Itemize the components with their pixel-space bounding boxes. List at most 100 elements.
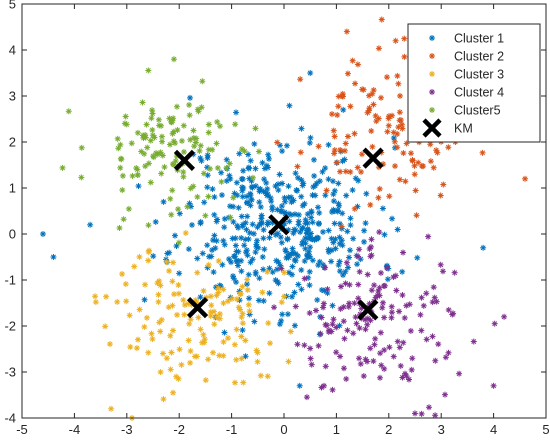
data-point: [360, 373, 367, 380]
data-point: [345, 264, 352, 271]
data-point: [205, 356, 212, 363]
data-point: [325, 227, 332, 234]
data-point: [356, 268, 363, 275]
y-tick-label: -4: [4, 411, 16, 426]
data-point: [377, 269, 384, 276]
data-point: [255, 148, 262, 155]
data-point: [332, 245, 339, 252]
data-point: [322, 264, 329, 271]
data-point: [169, 117, 176, 124]
data-point: [182, 230, 189, 237]
data-point: [328, 235, 335, 242]
data-point: [522, 175, 529, 182]
data-point: [197, 220, 204, 227]
data-point: [87, 221, 94, 228]
data-point: [119, 172, 126, 179]
data-point: [264, 221, 271, 228]
data-point: [141, 323, 148, 330]
data-point: [407, 327, 414, 334]
data-point: [430, 284, 437, 291]
data-point: [329, 386, 336, 393]
data-point: [352, 175, 359, 182]
data-point: [299, 202, 306, 209]
data-point: [418, 294, 425, 301]
data-point: [389, 215, 396, 222]
data-point: [210, 269, 217, 276]
data-point: [181, 301, 188, 308]
data-point: [254, 358, 261, 365]
data-point: [353, 320, 360, 327]
data-point: [340, 365, 347, 372]
data-point: [214, 164, 221, 171]
data-point: [370, 358, 377, 365]
data-point: [263, 162, 270, 169]
data-point: [230, 218, 237, 225]
data-point: [186, 101, 193, 108]
data-point: [230, 194, 237, 201]
data-point: [369, 90, 376, 97]
data-point: [288, 199, 295, 206]
data-point: [252, 125, 259, 132]
data-point: [285, 194, 292, 201]
data-point: [161, 164, 168, 171]
data-point: [386, 344, 393, 351]
data-points: [39, 16, 529, 421]
data-point: [65, 108, 72, 115]
series-5: [59, 67, 262, 246]
data-point: [285, 269, 292, 276]
data-point: [290, 249, 297, 256]
data-point: [312, 307, 319, 314]
data-point: [437, 192, 444, 199]
data-point: [289, 263, 296, 270]
data-point: [291, 256, 298, 263]
data-point: [278, 299, 285, 306]
data-point: [184, 203, 191, 210]
data-point: [439, 268, 446, 275]
data-point: [233, 356, 240, 363]
data-point: [139, 99, 146, 106]
data-point: [198, 104, 205, 111]
data-point: [261, 246, 268, 253]
data-point: [322, 165, 329, 172]
data-point: [259, 159, 266, 166]
data-point: [287, 328, 294, 335]
data-point: [169, 187, 176, 194]
data-point: [335, 103, 342, 110]
data-point: [298, 177, 305, 184]
data-point: [116, 225, 123, 232]
data-point: [269, 203, 276, 210]
data-point: [377, 350, 384, 357]
data-point: [373, 118, 380, 125]
data-point: [244, 286, 251, 293]
data-point: [165, 304, 172, 311]
data-point: [408, 150, 415, 157]
data-point: [190, 127, 197, 134]
data-point: [356, 325, 363, 332]
data-point: [295, 211, 302, 218]
data-point: [306, 282, 313, 289]
data-point: [307, 355, 314, 362]
data-point: [330, 198, 337, 205]
data-point: [102, 323, 109, 330]
data-point: [420, 163, 427, 170]
data-point: [186, 112, 193, 119]
data-point: [278, 203, 285, 210]
data-point: [175, 375, 182, 382]
data-point: [302, 220, 309, 227]
data-point: [334, 111, 341, 118]
data-point: [149, 336, 156, 343]
data-point: [425, 404, 432, 411]
data-point: [383, 265, 390, 272]
data-point: [211, 321, 218, 328]
data-point: [294, 163, 301, 170]
data-point: [341, 147, 348, 154]
data-point: [340, 318, 347, 325]
data-point: [286, 102, 293, 109]
data-point: [225, 256, 232, 263]
data-point: [470, 338, 477, 345]
data-point: [288, 293, 295, 300]
data-point: [298, 267, 305, 274]
data-point: [244, 252, 251, 259]
data-point: [325, 328, 332, 335]
